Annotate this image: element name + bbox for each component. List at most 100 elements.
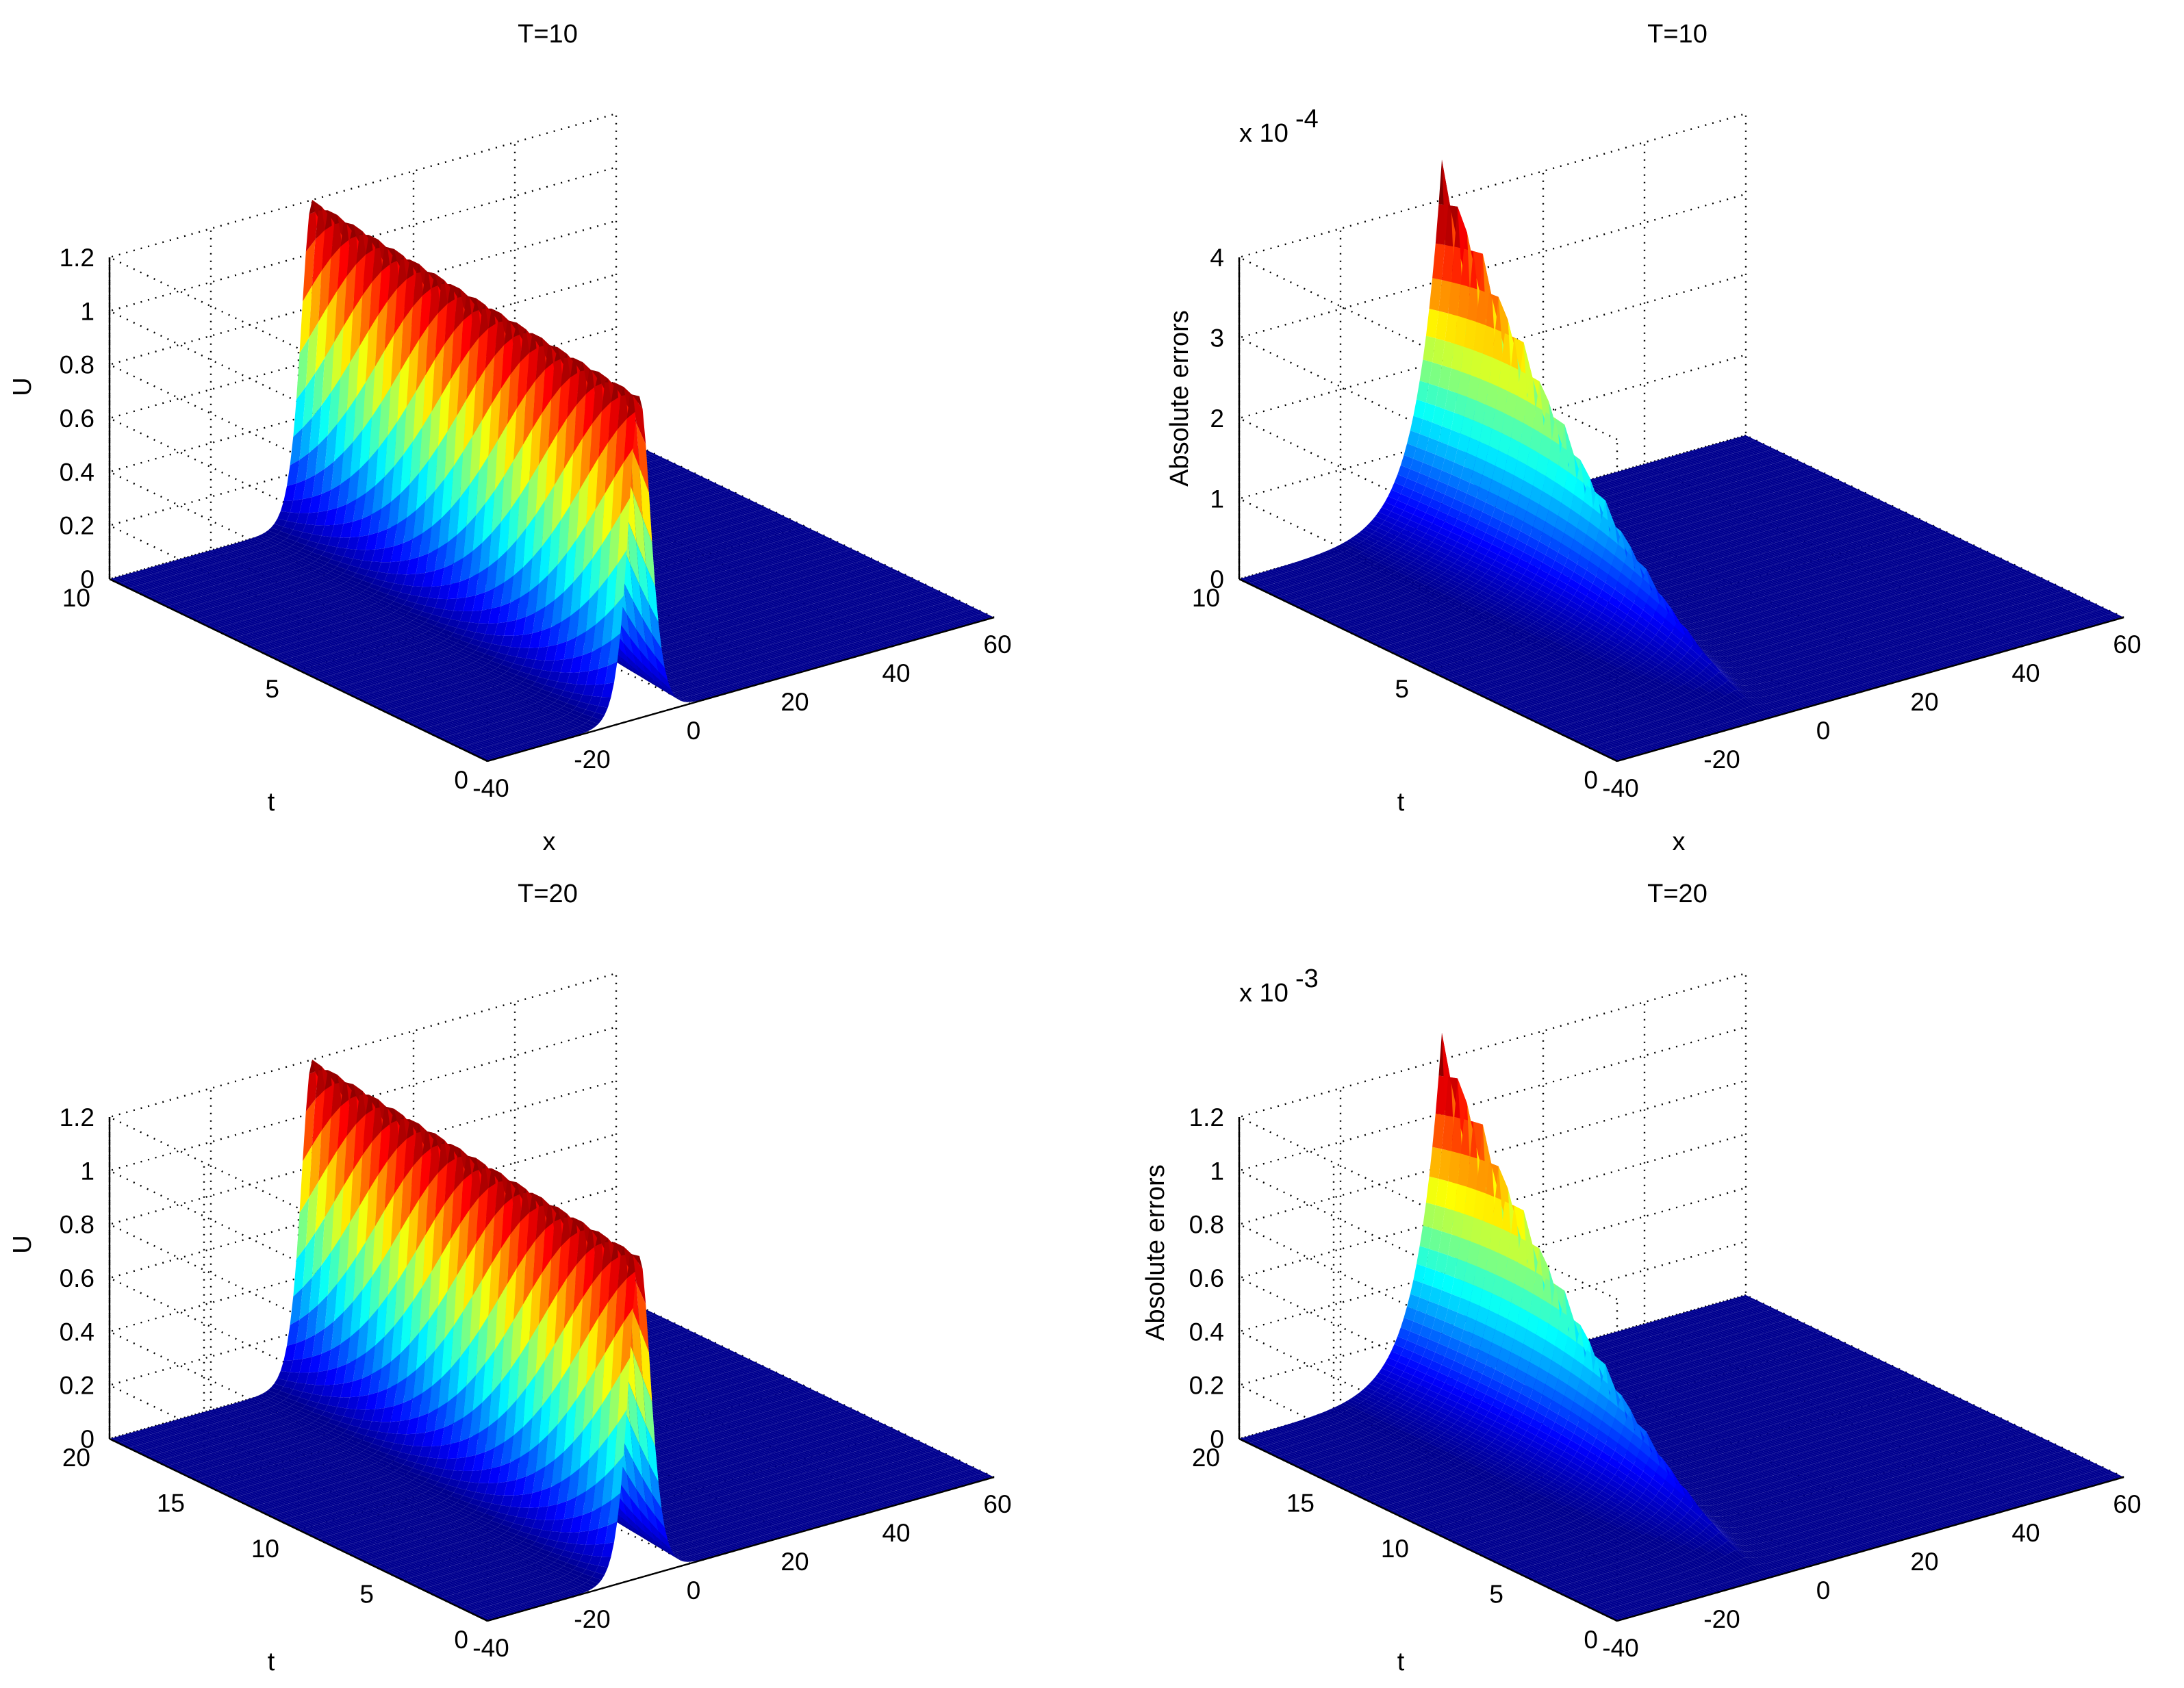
surface-patch — [290, 529, 303, 538]
surface-patch — [312, 230, 325, 286]
surface-patch — [144, 590, 157, 596]
surface-patch — [160, 571, 173, 577]
surface-patch — [217, 569, 230, 575]
surface-patch — [264, 555, 277, 561]
surface-patch — [128, 580, 142, 586]
surface-patch — [182, 579, 195, 585]
surface-patch — [147, 574, 160, 580]
surface-patch — [122, 574, 135, 580]
surface-patch — [141, 591, 154, 597]
surface-patch — [251, 559, 265, 565]
surface-patch — [157, 565, 170, 570]
surface-patch — [321, 224, 335, 271]
surface-patch — [321, 342, 335, 406]
surface-patch — [286, 512, 300, 523]
surface-patch — [258, 557, 271, 563]
surface-patch — [201, 552, 214, 558]
surface-patch — [255, 551, 268, 557]
surface-patch — [312, 468, 325, 498]
surface-patch — [179, 580, 192, 586]
surface-patch — [239, 548, 252, 554]
surface-patch — [138, 577, 151, 583]
surface-patch — [110, 578, 123, 584]
surface-patch — [287, 459, 300, 486]
surface-patch — [194, 568, 208, 574]
surface-patch — [182, 565, 195, 570]
surface-patch — [227, 545, 240, 551]
surface-patch — [262, 533, 275, 539]
surface-patch — [229, 544, 243, 550]
surface-patch — [296, 513, 309, 524]
surface-patch — [270, 554, 284, 560]
surface-patch — [305, 444, 318, 480]
surface-patch — [141, 583, 154, 589]
surface-patch — [157, 586, 170, 592]
surface-patch — [211, 549, 224, 555]
surface-patch — [252, 544, 265, 550]
surface-patch — [270, 537, 284, 543]
surface-patch — [249, 560, 262, 566]
surface-patch — [150, 588, 164, 594]
surface-patch — [194, 576, 208, 581]
surface-patch — [169, 568, 183, 574]
surface-patch — [122, 582, 135, 587]
surface-patch — [192, 562, 205, 568]
surface-patch — [223, 567, 236, 574]
surface-patch — [245, 546, 259, 552]
surface-patch — [214, 556, 227, 561]
surface-patch — [131, 572, 144, 578]
surface-patch — [305, 322, 319, 387]
panel-1-title: T=10 — [518, 20, 578, 49]
surface-patch — [268, 554, 281, 561]
surface-patch — [217, 562, 230, 568]
surface-patch — [274, 534, 287, 541]
surface-patch — [261, 541, 275, 548]
surface-patch — [147, 567, 160, 573]
surface-patch — [192, 576, 205, 583]
surface-patch — [179, 573, 192, 578]
surface-patch — [204, 573, 217, 578]
surface-patch — [318, 206, 331, 218]
surface-patch — [138, 585, 151, 590]
surface-patch — [283, 520, 296, 530]
surface-patch — [305, 210, 319, 252]
surface-patch — [207, 565, 220, 571]
surface-patch — [166, 576, 179, 583]
surface-patch — [302, 524, 316, 535]
surface-patch — [185, 571, 199, 577]
surface-patch — [290, 544, 303, 551]
surface-patch — [270, 524, 284, 531]
surface-patch — [236, 549, 249, 555]
surface-patch — [134, 578, 148, 584]
surface-patch — [236, 542, 249, 548]
surface-patch — [138, 591, 151, 598]
surface-patch — [134, 585, 148, 591]
surface-patch — [116, 576, 129, 582]
surface-patch — [325, 290, 338, 358]
surface-patch — [286, 534, 300, 542]
surface-patch — [207, 572, 220, 578]
surface-patch — [163, 585, 176, 591]
surface-patch — [280, 550, 293, 557]
surface-patch — [169, 583, 183, 589]
surface-patch — [315, 435, 328, 475]
surface-patch — [280, 540, 293, 547]
surface-patch — [261, 557, 275, 563]
surface-patch — [194, 561, 208, 567]
panel-1: T=10 U -40-200204060051000.20.40.60.811.… — [8, 20, 1012, 856]
surface-patch — [274, 544, 287, 550]
surface-patch — [227, 552, 240, 558]
surface-patch — [318, 257, 331, 322]
surface-patch — [141, 576, 154, 583]
surface-patch — [217, 554, 230, 561]
surface-patch — [290, 428, 303, 465]
surface-patch — [131, 586, 144, 592]
surface-patch — [249, 538, 262, 544]
surface-patch — [223, 553, 236, 559]
surface-patch — [229, 551, 243, 557]
surface-patch — [214, 548, 227, 554]
surface-patch — [233, 557, 246, 563]
surface-patch — [176, 574, 189, 580]
surface-patch — [274, 552, 287, 559]
